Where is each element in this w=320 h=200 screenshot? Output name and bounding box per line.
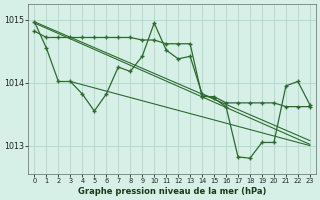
- X-axis label: Graphe pression niveau de la mer (hPa): Graphe pression niveau de la mer (hPa): [78, 187, 266, 196]
